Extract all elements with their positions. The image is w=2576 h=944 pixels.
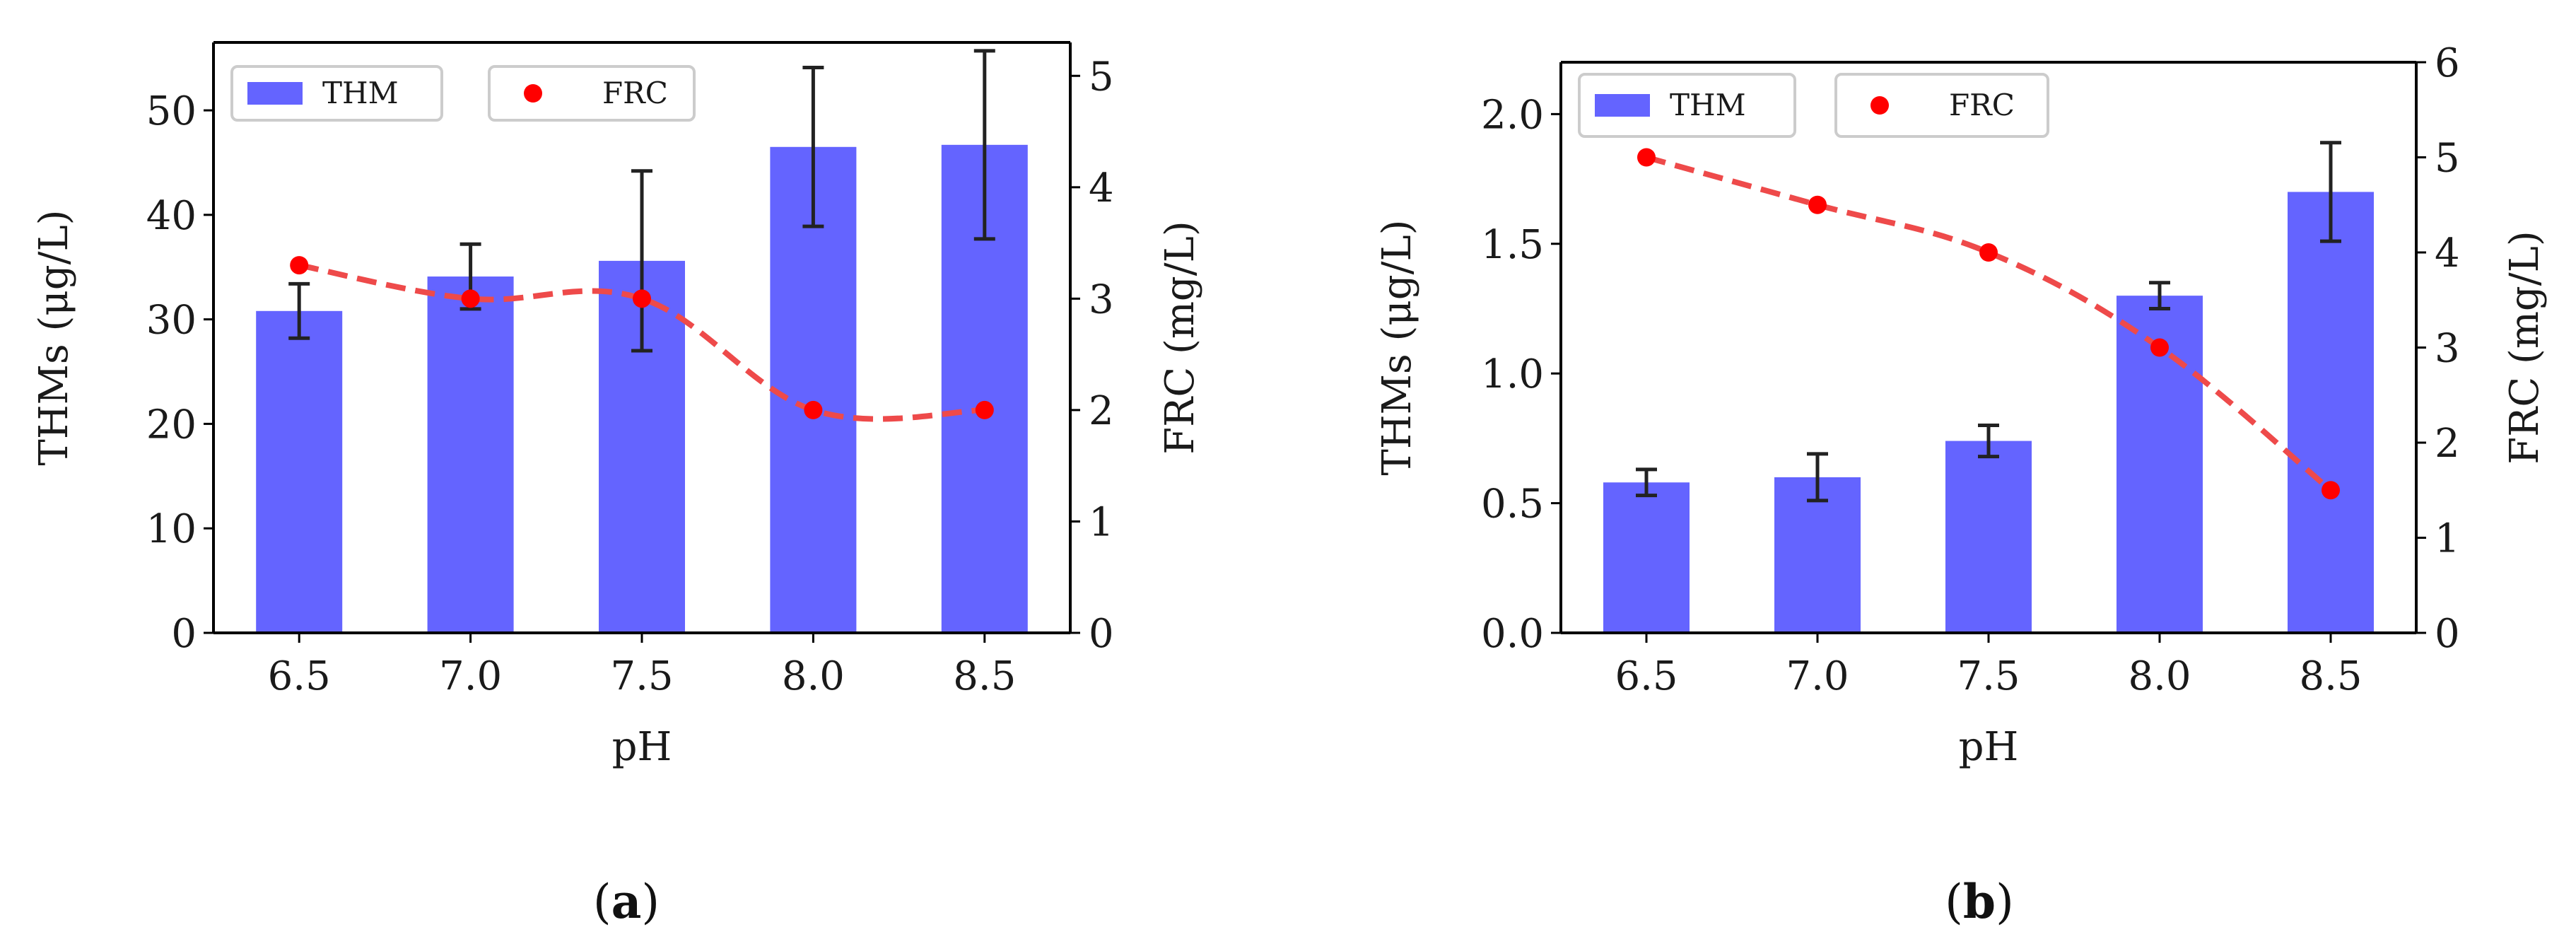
y-tick-label-left: 0.5 [1481, 482, 1544, 528]
y-tick-label-right: 5 [2435, 136, 2460, 182]
x-tick-label: 6.5 [268, 653, 331, 699]
x-tick-label: 8.5 [2299, 653, 2362, 699]
x-axis-label: pH [612, 724, 672, 770]
frc-point [2322, 481, 2340, 500]
caption-letter: b [1963, 874, 1996, 929]
x-tick-label: 7.5 [610, 653, 673, 699]
x-tick-label: 7.0 [439, 653, 502, 699]
thm-bar [1774, 477, 1861, 633]
y-tick-label-left: 10 [146, 506, 197, 552]
thm-bar [256, 310, 343, 633]
chart-a: 0 10 20 30 40 50 0 1 2 3 4 5 6.5 7.0 7.5 8.0 8.5 pH THMs (… [31, 41, 1203, 929]
caption-open-paren: ( [1945, 875, 1963, 929]
thm-bar [427, 276, 514, 633]
x-tick-label: 6.5 [1615, 653, 1678, 699]
legend-label-frc: FRC [602, 76, 668, 110]
x-tick-label: 8.0 [782, 653, 845, 699]
thm-bar [1945, 441, 2032, 633]
thm-bar [2288, 192, 2374, 634]
caption-close-paren: ) [1996, 875, 2014, 929]
frc-point [1979, 243, 1998, 262]
frc-point [804, 400, 823, 419]
y-tick-label-right: 1 [2435, 516, 2460, 562]
y-tick-label-right: 2 [2435, 421, 2460, 467]
legend-box-frc [488, 65, 696, 122]
frc-point [975, 400, 994, 419]
y-tick-label-left: 20 [146, 402, 197, 448]
y-tick-label-left: 0.0 [1481, 611, 1544, 657]
x-tick-label: 7.0 [1786, 653, 1849, 699]
y-tick-label-right: 4 [2435, 231, 2460, 276]
y-tick-label-right: 0 [1089, 611, 1114, 657]
legend-label-frc: FRC [1949, 88, 2015, 122]
y-axis-label-right: FRC (mg/L) [2502, 231, 2548, 464]
y-tick-label-left: 50 [146, 88, 197, 134]
frc-line [298, 262, 985, 422]
frc-point [1637, 148, 1656, 167]
x-tick-label: 8.5 [953, 653, 1016, 699]
y-tick-label-right: 0 [2435, 611, 2460, 657]
frc-point [290, 256, 309, 275]
y-tick-label-left: 1.0 [1481, 351, 1544, 397]
y-tick-label-right: 3 [2435, 326, 2460, 372]
frc-point [2150, 338, 2169, 357]
legend-marker-frc [524, 84, 542, 103]
y-tick-label-right: 5 [1089, 54, 1114, 100]
y-tick-label-left: 1.5 [1481, 222, 1544, 268]
y-tick-label-right: 1 [1089, 499, 1114, 545]
y-axis-label-right: FRC (mg/L) [1157, 221, 1203, 454]
legend-box-thm [230, 65, 443, 122]
legend-box-thm [1578, 73, 1796, 138]
legend-swatch-thm [1595, 94, 1650, 117]
y-tick-label-right: 6 [2435, 40, 2460, 86]
caption-letter: a [611, 874, 642, 929]
y-tick-label-left: 2.0 [1481, 92, 1544, 138]
figure-caption: (a) [593, 874, 660, 929]
y-tick-label-right: 3 [1089, 276, 1114, 322]
chart-b: 0.0 0.5 1.0 1.5 2.0 0 1 2 3 4 5 6 6.5 7.0 7.5 8.0 8.5 pH T… [1374, 40, 2548, 929]
frc-point [461, 289, 480, 308]
caption-open-paren: ( [593, 875, 611, 929]
caption-close-paren: ) [641, 875, 660, 929]
thm-bar [1603, 482, 1690, 633]
frc-point [633, 289, 651, 308]
y-axis-label-left: THMs (μg/L) [1374, 219, 1420, 475]
legend-label-thm: THM [1670, 88, 1746, 122]
y-tick-label-left: 0 [171, 611, 197, 657]
legend-swatch-thm [247, 82, 303, 105]
legend-box-frc [1834, 73, 2049, 138]
y-tick-label-right: 4 [1089, 165, 1114, 211]
frc-point [1808, 195, 1827, 214]
x-tick-label: 7.5 [1957, 653, 2020, 699]
y-tick-label-right: 2 [1089, 388, 1114, 434]
x-tick-label: 8.0 [2128, 653, 2191, 699]
x-axis-label: pH [1959, 724, 2019, 770]
legend-label-thm: THM [322, 76, 399, 110]
y-axis-label-left: THMs (μg/L) [31, 209, 77, 465]
figure-caption: (b) [1945, 874, 2014, 929]
y-tick-label-left: 40 [146, 193, 197, 239]
legend-marker-frc [1870, 96, 1889, 115]
y-tick-label-left: 30 [146, 298, 197, 344]
